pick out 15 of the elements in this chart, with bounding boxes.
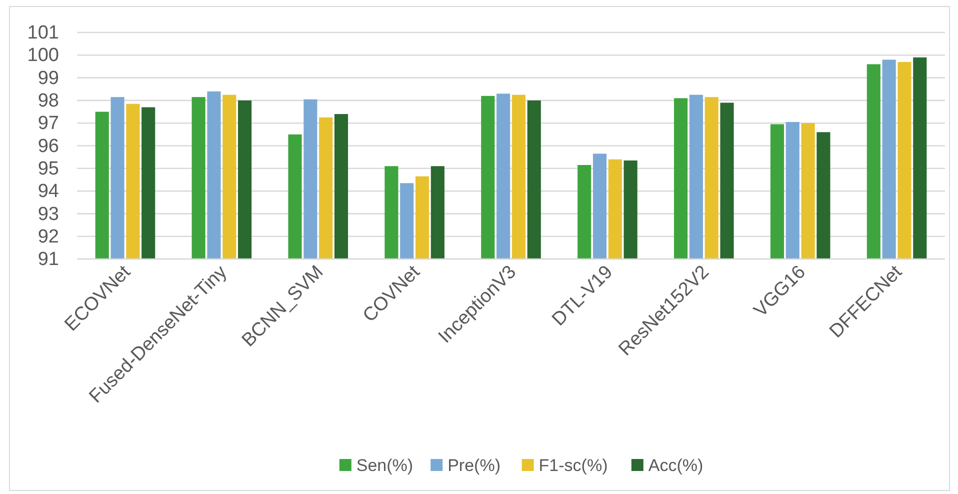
legend-label: Acc(%) xyxy=(648,456,704,475)
y-tick-label: 100 xyxy=(27,45,59,66)
y-tick-label: 91 xyxy=(38,249,59,270)
y-tick-label: 98 xyxy=(38,90,59,112)
y-tick-label: 97 xyxy=(38,113,59,134)
y-tick-label: 95 xyxy=(38,158,59,180)
legend-label: Sen(%) xyxy=(356,456,414,475)
y-tick-label: 96 xyxy=(38,136,59,157)
y-tick-label: 93 xyxy=(38,204,59,225)
y-tick-label: 99 xyxy=(38,68,59,89)
y-tick-label: 92 xyxy=(38,226,59,248)
y-tick-label: 94 xyxy=(38,181,60,202)
legend-label: Pre(%) xyxy=(448,456,501,475)
y-tick-label: 101 xyxy=(27,22,59,44)
legend-label: F1-sc(%) xyxy=(538,456,608,475)
